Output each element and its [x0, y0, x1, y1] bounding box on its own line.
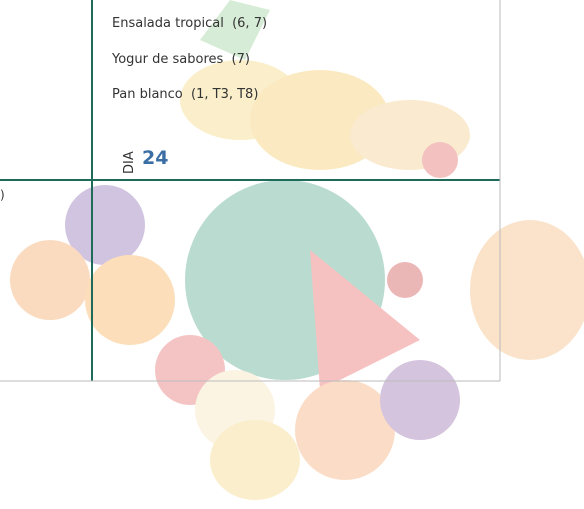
day-number: 24 — [142, 147, 168, 169]
menu-item: Ensalada tropical (6, 7) — [112, 16, 267, 31]
text-fragment: ) — [0, 188, 5, 202]
menu-item: Pan blanco (1, T3, T8) — [112, 87, 258, 102]
fruit-watermark — [0, 0, 584, 509]
menu-page: Ensalada tropical (6, 7) Yogur de sabore… — [0, 0, 584, 509]
day-label: DIA — [122, 151, 137, 174]
menu-item: Yogur de sabores (7) — [112, 52, 250, 67]
